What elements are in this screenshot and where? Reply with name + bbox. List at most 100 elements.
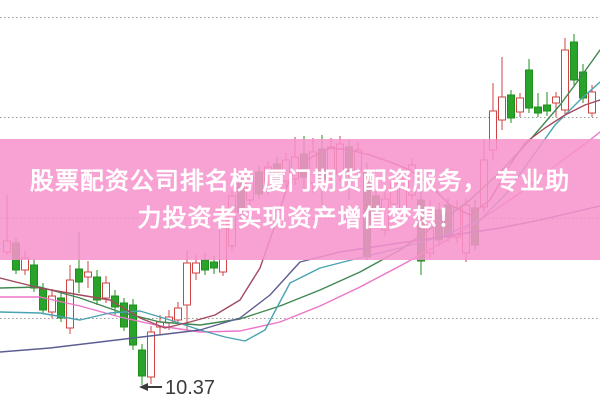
candle-body bbox=[39, 288, 47, 311]
candle-body bbox=[273, 163, 281, 185]
candle-up bbox=[552, 92, 560, 117]
candle-body bbox=[480, 159, 488, 208]
candle-up bbox=[183, 250, 191, 330]
candle-up bbox=[291, 137, 299, 185]
candle-down bbox=[543, 92, 551, 116]
candle-up bbox=[381, 192, 389, 236]
candle-body bbox=[102, 282, 110, 299]
candle-body bbox=[192, 262, 200, 274]
candle-up bbox=[246, 170, 254, 206]
candle-body bbox=[498, 96, 506, 121]
candle-down bbox=[300, 136, 308, 190]
candle-body bbox=[48, 295, 56, 313]
candle-body bbox=[579, 71, 587, 99]
candle-body bbox=[390, 182, 398, 205]
candle-up bbox=[66, 265, 74, 334]
candle-body bbox=[561, 49, 569, 111]
candle-up bbox=[84, 261, 92, 288]
candle-up bbox=[453, 200, 461, 243]
candle-body bbox=[93, 276, 101, 301]
candle-down bbox=[570, 34, 578, 85]
candle-body bbox=[210, 261, 218, 269]
candle-body bbox=[183, 262, 191, 306]
annotation-label: 10.37 bbox=[165, 377, 215, 399]
candle-up bbox=[399, 172, 407, 215]
candle-up bbox=[21, 251, 29, 275]
candle-down bbox=[255, 166, 263, 199]
candle-body bbox=[282, 159, 290, 182]
candle-up bbox=[147, 326, 155, 384]
candle-up bbox=[102, 276, 110, 303]
candle-up bbox=[264, 161, 272, 195]
candle-up bbox=[228, 190, 236, 250]
candle-body bbox=[534, 106, 542, 114]
candles-group bbox=[3, 34, 596, 385]
candle-down bbox=[534, 93, 542, 117]
ma-maroon bbox=[0, 99, 600, 329]
candle-up bbox=[498, 57, 506, 130]
candle-body bbox=[147, 331, 155, 378]
annotation-arrow-head bbox=[139, 383, 148, 391]
candle-body bbox=[327, 146, 335, 178]
candle-up bbox=[309, 138, 317, 193]
candle-body bbox=[507, 94, 515, 119]
candle-body bbox=[543, 104, 551, 112]
candle-down bbox=[525, 59, 533, 113]
candle-down bbox=[120, 298, 128, 331]
candle-up bbox=[390, 176, 398, 209]
candle-down bbox=[318, 135, 326, 205]
candle-body bbox=[84, 271, 92, 278]
candle-down bbox=[93, 270, 101, 305]
candle-body bbox=[174, 307, 182, 321]
candle-body bbox=[237, 181, 245, 213]
candle-up bbox=[3, 195, 11, 255]
candle-up bbox=[480, 139, 488, 212]
candle-body bbox=[372, 195, 380, 213]
candle-up bbox=[48, 289, 56, 318]
candle-body bbox=[12, 242, 20, 271]
candle-body bbox=[129, 304, 137, 346]
candle-body bbox=[120, 302, 128, 328]
candle-body bbox=[219, 217, 227, 273]
candle-body bbox=[516, 97, 524, 113]
candle-body bbox=[255, 171, 263, 195]
candle-up bbox=[219, 205, 227, 276]
candle-up bbox=[174, 302, 182, 325]
candle-down bbox=[273, 157, 281, 189]
candle-down bbox=[417, 180, 425, 275]
candle-body bbox=[264, 166, 272, 191]
candle-body bbox=[228, 195, 236, 247]
candle-body bbox=[570, 41, 578, 81]
candle-up bbox=[516, 93, 524, 117]
candle-body bbox=[30, 264, 38, 289]
candle-up bbox=[192, 255, 200, 280]
candle-down bbox=[75, 232, 83, 293]
candle-down bbox=[372, 190, 380, 218]
candle-up bbox=[336, 136, 344, 181]
candle-up bbox=[327, 138, 335, 184]
candle-up bbox=[489, 83, 497, 160]
candle-body bbox=[489, 110, 497, 151]
candle-down bbox=[138, 344, 146, 385]
candle-up bbox=[561, 38, 569, 114]
candle-down bbox=[237, 176, 245, 218]
ma-slate bbox=[0, 205, 600, 353]
candle-body bbox=[3, 240, 11, 253]
candle-body bbox=[246, 175, 254, 201]
candle-down bbox=[12, 238, 20, 274]
candle-body bbox=[138, 349, 146, 377]
candle-body bbox=[75, 268, 83, 283]
candle-up bbox=[354, 142, 362, 177]
candle-body bbox=[21, 257, 29, 271]
candle-body bbox=[399, 179, 407, 211]
candle-body bbox=[57, 297, 65, 319]
candle-up bbox=[408, 158, 416, 200]
low-annotation: 10.37 bbox=[139, 377, 215, 399]
ma-green bbox=[0, 49, 600, 326]
candle-down bbox=[507, 90, 515, 123]
candle-down bbox=[363, 163, 371, 260]
candle-body bbox=[417, 199, 425, 262]
candle-down bbox=[210, 256, 218, 274]
